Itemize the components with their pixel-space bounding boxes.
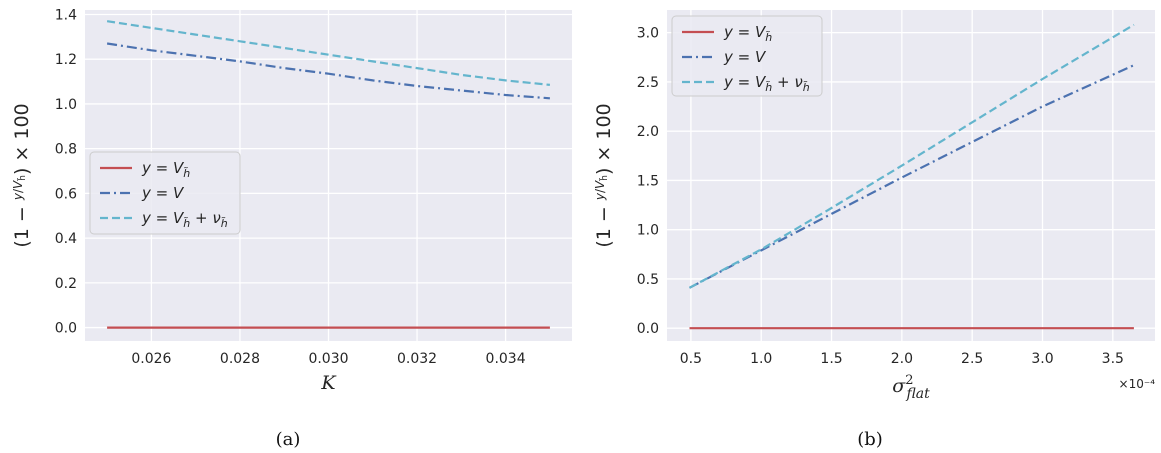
x-tick-label: 2.5: [961, 351, 983, 367]
series-line-v: [106, 42, 550, 100]
y-axis-label: (1 − y/Vh̃) × 100: [593, 103, 615, 247]
legend-label: y = Vy = V: [723, 48, 767, 66]
x-tick-label: 3.0: [1031, 351, 1053, 367]
y-tick-label: 1.5: [637, 173, 659, 189]
legend-label: y = V_h̃y = Vh̃: [141, 159, 190, 180]
series-line-v: [688, 64, 1135, 289]
y-tick-label: 0.5: [637, 272, 659, 288]
y-tick-label: 0.0: [637, 321, 659, 337]
y-tick-label: 2.5: [637, 75, 659, 91]
x-axis-label: K: [320, 372, 337, 394]
x-tick-label: 2.0: [891, 351, 913, 367]
x-tick-label: 0.026: [131, 351, 171, 367]
y-tick-label: 0.2: [55, 276, 77, 292]
x-tick-label: 1.5: [820, 351, 842, 367]
x-tick-label: 0.030: [308, 351, 348, 367]
y-tick-label: 0.6: [55, 186, 77, 202]
x-tick-label: 1.0: [750, 351, 772, 367]
y-tick-label: 2.0: [637, 124, 659, 140]
y-tick-label: 0.8: [55, 142, 77, 158]
chart-panel-b: 0.5 1.0 1.5 2.0 2.5 3.0 3.5 0.0 0.5 1.0 1.5 2.0 2.5 3…: [593, 10, 1155, 450]
y-tick-label: 0.4: [55, 231, 77, 247]
series-line-v-plus-nu: [688, 23, 1135, 289]
chart-panel-a: 0.026 0.028 0.030 0.032 0.034 0.0 0.2 0.4 0.6 0.8…: [11, 7, 572, 450]
y-tick-label: 1.0: [55, 97, 77, 113]
y-axis-label: (1 − y/Vh̃) × 100: [11, 103, 33, 247]
y-tick-label: 0.0: [55, 321, 77, 337]
y-tick-label: 1.2: [55, 52, 77, 68]
subfigure-caption: (a): [276, 429, 301, 450]
legend: y = V_h̃y = Vh̃ y = Vy = V y = V_h̃ + ν_h̃…: [671, 15, 823, 97]
y-tick-label: 3.0: [637, 26, 659, 42]
x-tick-label: 3.5: [1102, 351, 1124, 367]
legend-label: y = V_h̃ + ν_h̃y = Vh̃ + νh̃: [141, 209, 228, 230]
subfigure-caption: (b): [857, 429, 883, 450]
x-axis-multiplier: ×10⁻⁴: [1119, 377, 1156, 391]
x-tick-label: 0.032: [397, 351, 437, 367]
y-tick-label: 1.0: [637, 223, 659, 239]
legend-label: y = V_h̃y = Vh̃: [723, 23, 772, 44]
legend-label: y = V_h̃ + ν_h̃y = Vh̃ + νh̃: [723, 73, 810, 94]
series-line-v-plus-nu: [106, 20, 551, 86]
x-tick-label: 0.034: [486, 351, 526, 367]
x-tick-label: 0.5: [680, 351, 702, 367]
x-tick-label: 0.028: [220, 351, 260, 367]
y-tick-label: 1.4: [55, 7, 77, 23]
x-axis-label: σ2 flat: [892, 373, 930, 402]
legend-box: [671, 15, 823, 97]
legend: y = V_h̃y = Vh̃ y = Vy = V y = V_h̃ + ν_h̃…: [89, 151, 241, 235]
legend-box: [89, 151, 241, 235]
legend-label: y = Vy = V: [141, 184, 185, 202]
